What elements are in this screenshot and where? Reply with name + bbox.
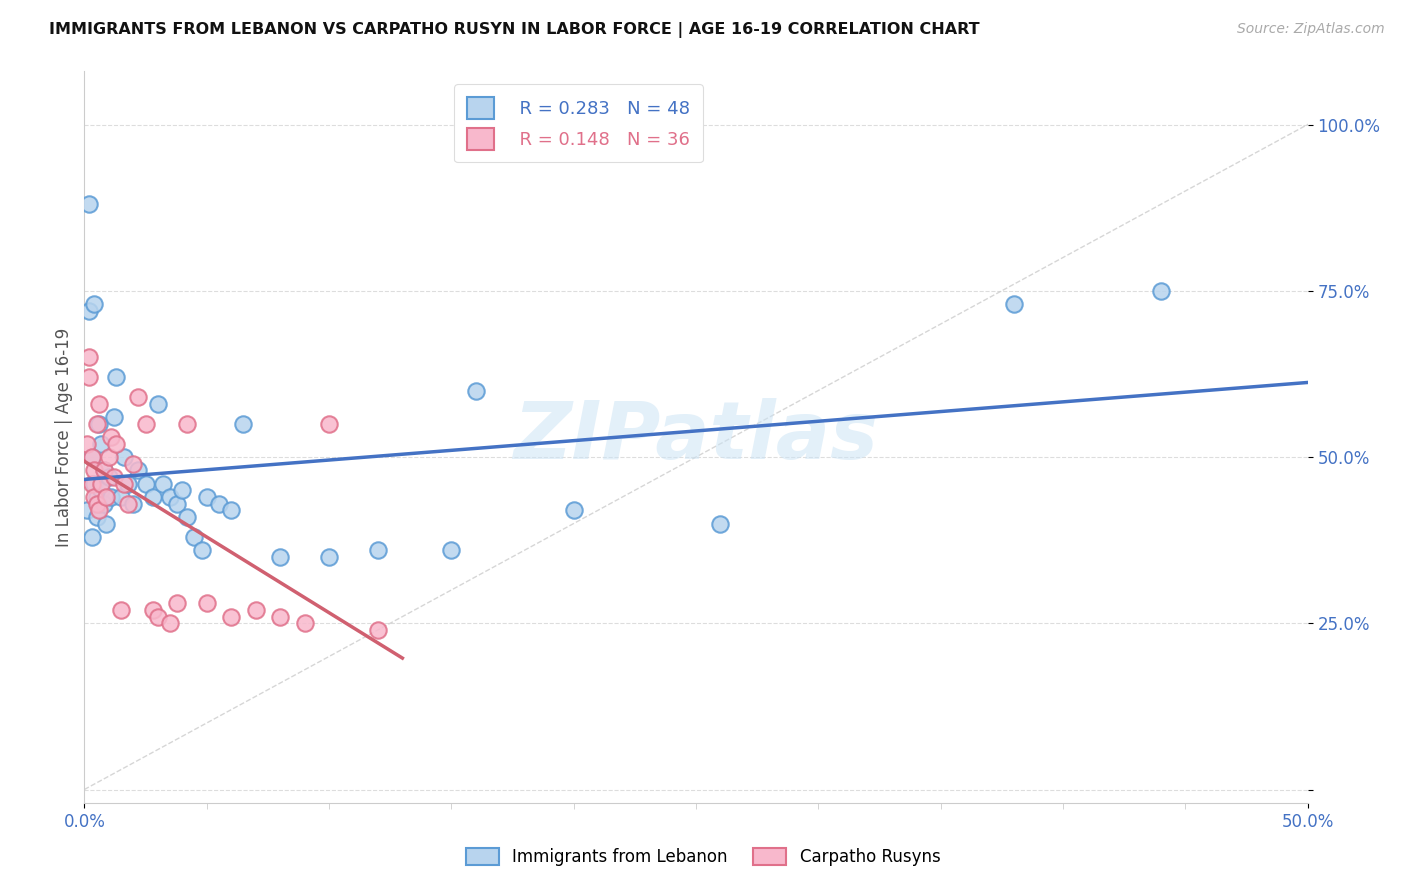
Text: ZIPatlas: ZIPatlas [513,398,879,476]
Point [86,417,108,431]
Point [87,503,110,517]
Point [97,470,120,484]
Point [1150,284,1173,298]
Point [269,609,291,624]
Point [87,417,110,431]
Point [166,596,188,610]
Point [440,543,463,558]
Point [159,490,181,504]
Legend:   R = 0.283   N = 48,   R = 0.148   N = 36: R = 0.283 N = 48, R = 0.148 N = 36 [454,84,703,162]
Point [122,497,145,511]
Point [183,530,205,544]
Point [159,616,181,631]
Point [166,497,188,511]
Point [142,603,165,617]
Point [117,476,139,491]
Point [77,197,100,211]
Point [464,384,486,398]
Point [96,516,118,531]
Point [83,463,105,477]
Point [135,476,157,491]
Point [191,543,214,558]
Point [709,516,731,531]
Point [176,417,198,431]
Point [80,450,103,464]
Point [86,490,108,504]
Point [172,483,194,498]
Point [146,397,169,411]
Point [208,497,231,511]
Point [90,476,112,491]
Point [86,497,108,511]
Point [195,596,218,610]
Point [195,490,218,504]
Point [83,476,105,491]
Point [93,463,115,477]
Point [83,297,105,311]
Point [100,490,122,504]
Point [152,476,174,491]
Y-axis label: In Labor Force | Age 16-19: In Labor Force | Age 16-19 [55,327,73,547]
Point [318,549,340,564]
Point [318,417,340,431]
Point [117,497,139,511]
Point [77,303,100,318]
Point [367,543,389,558]
Legend: Immigrants from Lebanon, Carpatho Rusyns: Immigrants from Lebanon, Carpatho Rusyns [458,841,948,873]
Point [86,509,108,524]
Point [110,490,132,504]
Point [93,497,115,511]
Point [87,397,110,411]
Point [294,616,316,631]
Point [76,436,98,450]
Point [90,483,112,498]
Point [90,436,112,450]
Text: IMMIGRANTS FROM LEBANON VS CARPATHO RUSYN IN LABOR FORCE | AGE 16-19 CORRELATION: IMMIGRANTS FROM LEBANON VS CARPATHO RUSY… [49,22,980,38]
Point [83,490,105,504]
Point [142,490,165,504]
Point [127,463,149,477]
Point [112,476,135,491]
Point [103,470,125,484]
Point [176,509,198,524]
Point [1002,297,1025,311]
Point [97,450,120,464]
Point [269,549,291,564]
Point [77,370,100,384]
Point [105,436,128,450]
Point [103,410,125,425]
Point [135,417,157,431]
Point [96,490,118,504]
Point [367,623,389,637]
Point [93,463,115,477]
Point [80,450,103,464]
Point [562,503,585,517]
Point [80,476,103,491]
Point [127,390,149,404]
Point [232,417,254,431]
Point [219,503,242,517]
Point [77,351,100,365]
Point [105,370,128,384]
Point [122,457,145,471]
Point [100,430,122,444]
Point [146,609,169,624]
Point [76,503,98,517]
Point [87,497,110,511]
Text: Source: ZipAtlas.com: Source: ZipAtlas.com [1237,22,1385,37]
Point [110,603,132,617]
Point [80,530,103,544]
Point [112,450,135,464]
Point [219,609,242,624]
Point [245,603,267,617]
